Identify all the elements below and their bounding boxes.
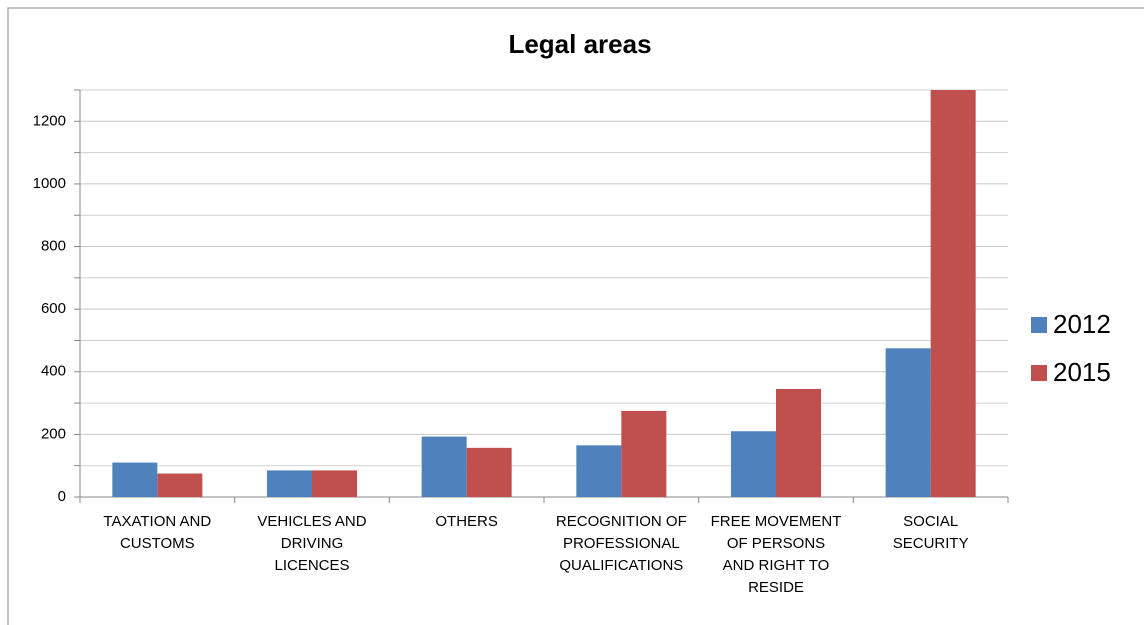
y-tick-label: 400 (41, 363, 66, 380)
bar (267, 470, 312, 497)
bar (421, 436, 467, 497)
x-tick-label: FREE MOVEMENT OF PERSONS AND RIGHT TO RE… (710, 513, 842, 596)
y-tick-label: 1200 (33, 112, 66, 129)
bar (157, 473, 203, 497)
x-tick-label: VEHICLES AND DRIVING LICENCES (257, 513, 367, 574)
bar (576, 445, 622, 497)
bar (885, 348, 931, 497)
x-tick-label: RECOGNITION OF PROFESSIONAL QUALIFICATIO… (555, 513, 687, 574)
legend-label: 2012 (1053, 309, 1111, 339)
bar (930, 90, 976, 497)
legend-label: 2015 (1053, 357, 1111, 387)
y-tick-label: 0 (58, 488, 66, 505)
y-tick-label: 800 (41, 238, 66, 255)
x-tick-label: TAXATION AND CUSTOMS (103, 513, 212, 552)
chart-title: Legal areas (508, 29, 651, 59)
y-tick-label: 200 (41, 425, 66, 442)
y-tick-label: 600 (41, 300, 66, 317)
chart-frame (7, 7, 1144, 625)
bar (112, 462, 158, 497)
legend-swatch (1031, 365, 1047, 381)
bar (776, 388, 821, 497)
x-tick-label: OTHERS (435, 513, 498, 530)
x-tick-label: SOCIAL SECURITY (892, 513, 969, 552)
bar (731, 431, 776, 497)
bar (312, 470, 357, 497)
legend-swatch (1031, 317, 1047, 333)
bar (621, 410, 667, 497)
bar (466, 447, 512, 497)
y-tick-label: 1000 (33, 175, 66, 192)
